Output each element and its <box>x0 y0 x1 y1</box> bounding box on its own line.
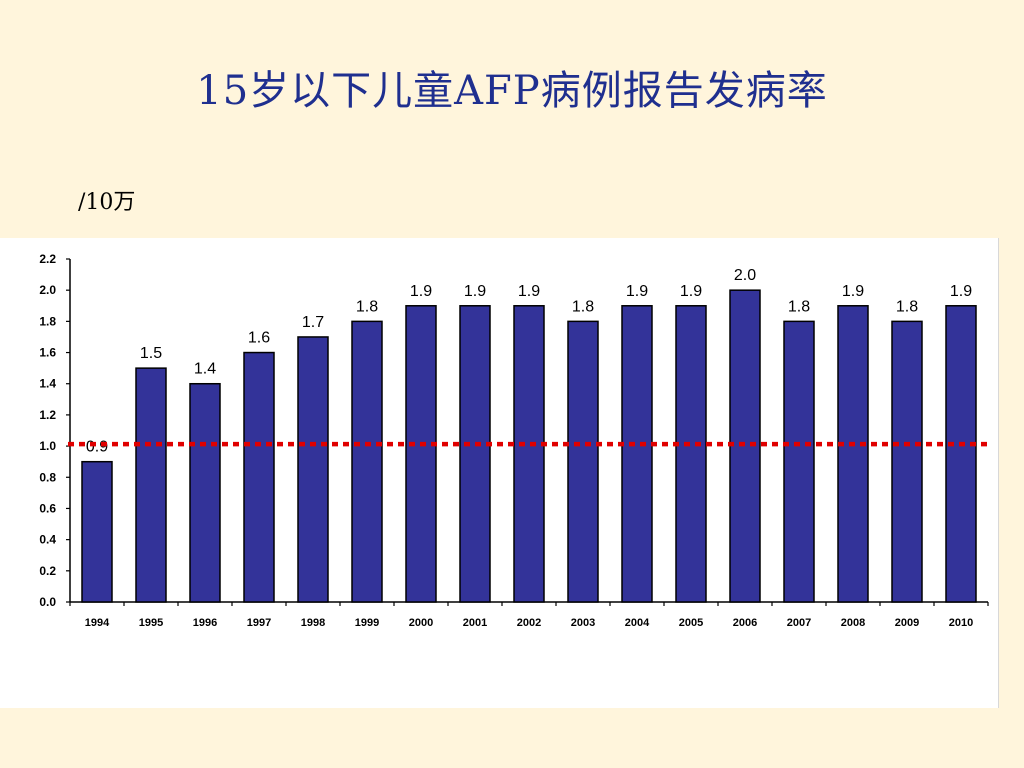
y-tick-label: 0.8 <box>39 470 56 484</box>
bar <box>837 305 869 603</box>
x-tick-label: 2010 <box>949 617 973 629</box>
y-tick-label: 2.2 <box>39 252 56 266</box>
bar <box>513 305 545 603</box>
chart-panel: 0.0 0.2 0.4 0.6 0.8 1.0 1.2 1.4 1.6 1.8 2.0 2.2 0.9 1… <box>0 238 999 708</box>
bar <box>459 305 491 603</box>
y-tick-label: 1.4 <box>39 377 56 391</box>
data-label: 1.9 <box>842 283 864 300</box>
x-tick-label: 2003 <box>571 617 595 629</box>
data-label: 1.8 <box>572 298 594 315</box>
bar <box>945 305 977 603</box>
y-tick-label: 0.0 <box>39 595 56 609</box>
data-label: 1.9 <box>680 283 702 300</box>
bar-chart: 0.0 0.2 0.4 0.6 0.8 1.0 1.2 1.4 1.6 1.8 2.0 2.2 0.9 1… <box>39 252 990 629</box>
data-label: 1.9 <box>626 283 648 300</box>
bar <box>783 320 815 603</box>
x-tick-label: 2004 <box>625 617 650 629</box>
x-tick-label: 1998 <box>301 617 325 629</box>
data-label: 1.8 <box>896 298 918 315</box>
data-label: 1.8 <box>356 298 378 315</box>
data-label: 1.4 <box>194 361 216 378</box>
unit-label: /10万 <box>78 190 136 215</box>
x-tick-label: 2005 <box>679 617 703 629</box>
data-label: 1.8 <box>788 298 810 315</box>
bar <box>81 460 113 603</box>
y-tick-label: 1.0 <box>39 439 56 453</box>
data-label: 1.9 <box>464 283 486 300</box>
x-tick-label: 2007 <box>787 617 811 629</box>
x-tick-label: 1994 <box>85 617 110 629</box>
x-tick-label: 1996 <box>193 617 217 629</box>
bar <box>567 320 599 603</box>
bar <box>135 367 167 603</box>
data-label: 1.9 <box>950 283 972 300</box>
x-tick-label: 1995 <box>139 617 163 629</box>
x-tick-label: 2008 <box>841 617 865 629</box>
y-tick-label: 0.6 <box>39 501 56 515</box>
y-tick-label: 1.2 <box>39 408 56 422</box>
y-tick-label: 1.6 <box>39 346 56 360</box>
data-label: 1.7 <box>302 314 324 331</box>
bar <box>243 351 275 603</box>
bar <box>621 305 653 603</box>
x-tick-label: 2000 <box>409 617 433 629</box>
data-label: 1.9 <box>410 283 432 300</box>
y-tick-label: 1.8 <box>39 314 56 328</box>
y-tick-label: 2.0 <box>39 283 56 297</box>
x-tick-label: 2006 <box>733 617 757 629</box>
y-tick-label: 0.4 <box>39 533 56 547</box>
x-tick-label: 1997 <box>247 617 271 629</box>
data-label: 1.9 <box>518 283 540 300</box>
data-label: 0.9 <box>86 439 108 456</box>
bar <box>675 305 707 603</box>
x-tick-label: 1999 <box>355 617 379 629</box>
bar <box>297 336 329 603</box>
bar <box>351 320 383 603</box>
data-label: 1.5 <box>140 345 162 362</box>
x-tick-label: 2002 <box>517 617 541 629</box>
data-label: 1.6 <box>248 330 270 347</box>
bar <box>405 305 437 603</box>
y-tick-label: 0.2 <box>39 564 56 578</box>
data-label: 2.0 <box>734 267 756 284</box>
bar <box>891 320 923 603</box>
bar <box>189 382 221 603</box>
slide-title: 15岁以下儿童AFP病例报告发病率 <box>196 68 828 114</box>
x-tick-label: 2009 <box>895 617 919 629</box>
x-tick-label: 2001 <box>463 617 487 629</box>
